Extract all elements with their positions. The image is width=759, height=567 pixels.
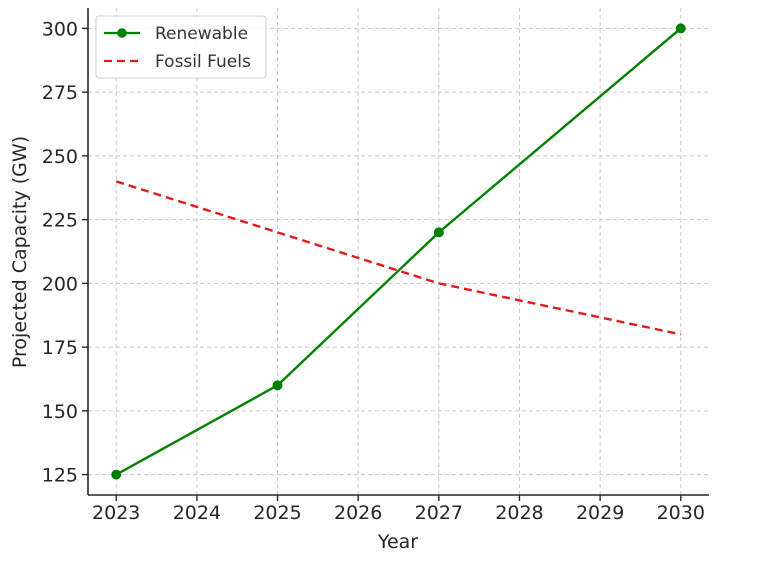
legend-marker-renewable: [117, 28, 127, 38]
x-tick-label: 2028: [495, 502, 543, 524]
axes: [87, 8, 709, 496]
series-group: [111, 23, 686, 480]
y-tick-label: 275: [42, 82, 78, 104]
y-tick-label: 250: [42, 146, 78, 168]
x-tick-label: 2030: [657, 502, 705, 524]
legend: Renewable Fossil Fuels: [95, 15, 267, 79]
x-tick-label: 2026: [334, 502, 382, 524]
x-axis-label: Year: [377, 531, 418, 553]
data-point-renewable: [272, 380, 283, 391]
data-point-renewable: [675, 23, 686, 34]
legend-label-renewable: Renewable: [155, 24, 248, 44]
data-point-renewable: [433, 227, 444, 238]
y-tick-label: 175: [42, 337, 78, 359]
y-tick-label: 125: [42, 465, 78, 487]
x-tick-label: 2027: [415, 502, 463, 524]
series-line-renewable: [115, 27, 682, 476]
x-tick-label: 2023: [92, 502, 140, 524]
legend-box: [95, 15, 267, 79]
legend-label-fossil-fuels: Fossil Fuels: [155, 52, 251, 72]
y-axis-label: Projected Capacity (GW): [9, 136, 31, 368]
x-tick-label: 2024: [173, 502, 221, 524]
grid-lines: [88, 8, 709, 495]
y-tick-label: 150: [42, 401, 78, 423]
data-point-renewable: [111, 469, 122, 480]
y-tick-label: 200: [42, 273, 78, 295]
x-tick-label: 2029: [576, 502, 624, 524]
x-ticks: 2023 2024 2025 2026 2027 2028 2029 2030: [92, 495, 705, 524]
series-line-fossil-fuels: [115, 180, 682, 336]
y-tick-label: 300: [42, 18, 78, 40]
x-tick-label: 2025: [253, 502, 301, 524]
y-ticks: 125 150 175 200 225 250 275 300: [42, 18, 88, 487]
y-tick-label: 225: [42, 210, 78, 232]
